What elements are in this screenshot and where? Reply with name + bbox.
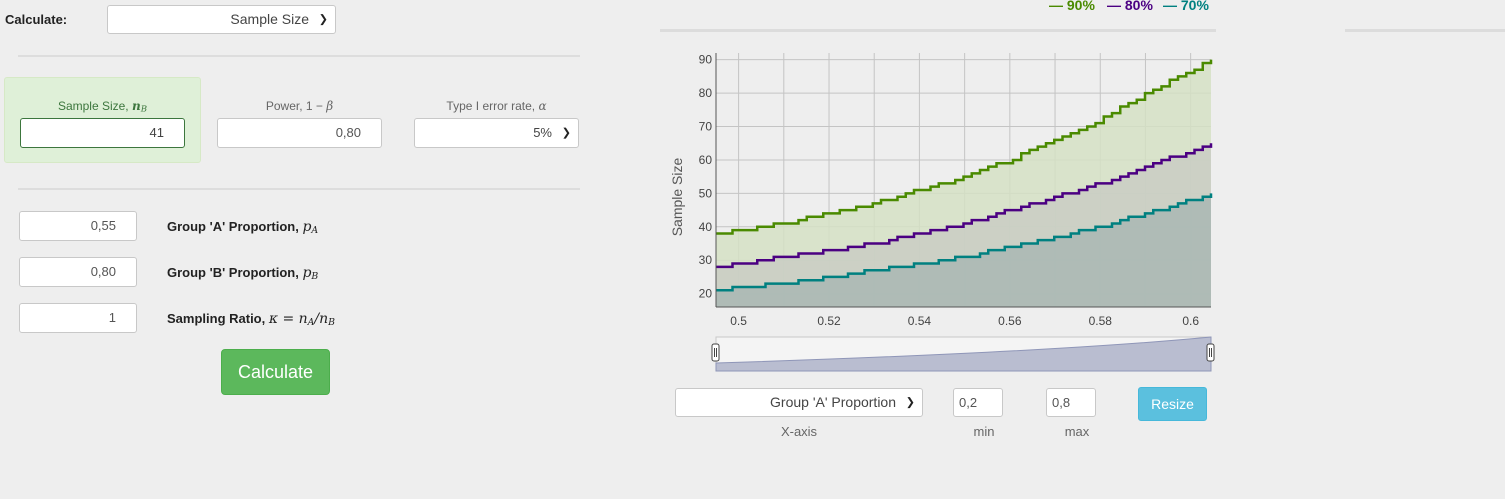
divider-middle: [18, 188, 580, 190]
min-input[interactable]: 0,2: [953, 388, 1003, 417]
calculate-select[interactable]: Sample Size ❯: [107, 5, 336, 34]
chevron-down-icon: ❯: [561, 127, 571, 139]
group-b-proportion-label: Group 'B' Proportion, pB: [167, 265, 319, 282]
alpha-select-value: 5%: [533, 125, 552, 140]
sample-size-chart: 0.5 0.52 0.54 0.56 0.58 0.6 20 30 40 50 60 70 80 90 S…: [669, 53, 1213, 328]
chevron-down-icon: ❯: [905, 396, 915, 408]
x-tick-label: 0.6: [1182, 314, 1199, 328]
y-tick-label: 90: [699, 53, 713, 67]
y-tick-label: 20: [699, 287, 713, 301]
resize-button[interactable]: Resize: [1138, 387, 1207, 421]
series-line-90%: [716, 59, 1213, 235]
navigator-area: [715, 336, 1212, 372]
right-divider: [1345, 29, 1505, 32]
group-b-proportion-input[interactable]: 0,80: [19, 257, 137, 287]
group-a-proportion-label: Group 'A' Proportion, pA: [167, 219, 319, 236]
max-input[interactable]: 0,8: [1046, 388, 1096, 417]
alpha-select[interactable]: 5% ❯: [414, 118, 579, 148]
sample-size-input[interactable]: 41: [20, 118, 185, 148]
calculate-label: Calculate:: [5, 12, 68, 27]
navigator-right-handle[interactable]: [1206, 343, 1215, 362]
y-tick-label: 60: [699, 153, 713, 167]
y-tick-label: 50: [699, 186, 713, 200]
legend-90: — 90%: [1049, 0, 1095, 13]
chart-top-divider: [660, 29, 1216, 32]
y-tick-label: 70: [699, 120, 713, 134]
divider-top: [18, 55, 580, 57]
y-tick-label: 40: [699, 220, 713, 234]
chevron-down-icon: ❯: [318, 13, 328, 25]
group-a-proportion-input[interactable]: 0,55: [19, 211, 137, 241]
alpha-label: Type I error rate, α: [446, 99, 547, 113]
x-tick-label: 0.58: [1089, 314, 1113, 328]
navigator-left-handle[interactable]: [711, 343, 720, 362]
legend-70: — 70%: [1163, 0, 1209, 13]
range-navigator[interactable]: [705, 333, 1220, 375]
x-tick-label: 0.56: [998, 314, 1022, 328]
sampling-ratio-label: Sampling Ratio, κ = nA/nB: [167, 311, 336, 328]
series-line-80%: [716, 143, 1213, 269]
sample-size-label: Sample Size, nB: [57, 99, 148, 115]
y-axis-label: Sample Size: [669, 157, 685, 236]
calculate-button[interactable]: Calculate: [221, 349, 330, 395]
x-tick-label: 0.52: [817, 314, 841, 328]
max-label: max: [1064, 424, 1090, 439]
series-line-70%: [716, 193, 1213, 292]
series-area-70%: [716, 193, 1211, 307]
min-label: min: [973, 424, 995, 439]
x-tick-label: 0.54: [908, 314, 932, 328]
x-axis-label: X-axis: [780, 424, 818, 439]
y-tick-label: 30: [699, 253, 713, 267]
power-label: Power, 1 − β: [265, 99, 334, 113]
x-axis-select[interactable]: Group 'A' Proportion ❯: [675, 388, 923, 417]
x-tick-label: 0.5: [730, 314, 747, 328]
y-tick-label: 80: [699, 86, 713, 100]
calculate-select-value: Sample Size: [230, 11, 309, 27]
power-input[interactable]: 0,80: [217, 118, 382, 148]
sampling-ratio-input[interactable]: 1: [19, 303, 137, 333]
legend-80: — 80%: [1107, 0, 1153, 13]
x-axis-select-value: Group 'A' Proportion: [770, 394, 896, 410]
